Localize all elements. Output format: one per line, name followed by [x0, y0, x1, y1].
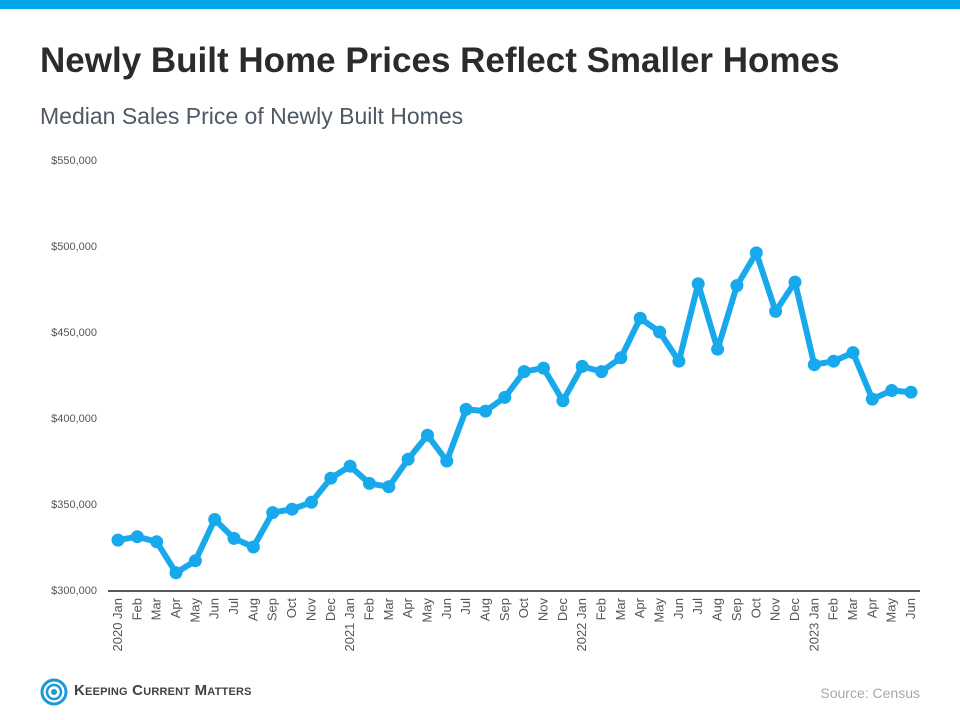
brand-logo: Keeping Current Matters: [40, 678, 300, 706]
x-tick-label: May: [419, 598, 434, 623]
x-tick-label: May: [187, 598, 202, 623]
y-tick-label: $300,000: [51, 585, 97, 597]
source-note: Source: Census: [820, 685, 920, 701]
data-point: [885, 384, 899, 397]
data-point: [324, 471, 338, 485]
x-tick-label: Jul: [226, 598, 241, 615]
data-point: [769, 304, 783, 318]
data-point: [614, 351, 628, 365]
data-point: [459, 402, 473, 416]
data-point: [672, 354, 686, 368]
data-point: [730, 279, 744, 293]
data-point: [111, 533, 125, 547]
x-tick-label: Dec: [787, 598, 802, 622]
data-point: [130, 530, 144, 544]
data-point: [749, 246, 763, 260]
x-tick-label: Feb: [594, 598, 609, 620]
x-tick-label: Mar: [613, 597, 628, 620]
data-point: [188, 554, 202, 568]
x-tick-label: Mar: [149, 597, 164, 620]
data-point: [653, 325, 667, 339]
data-point: [304, 495, 318, 509]
x-tick-label: Oct: [516, 598, 531, 619]
data-point: [904, 385, 918, 399]
data-point: [479, 404, 492, 418]
data-point: [846, 346, 860, 360]
data-point: [575, 359, 589, 373]
top-accent-bar: [0, 0, 960, 9]
x-tick-label: Mar: [845, 597, 860, 620]
page-title: Newly Built Home Prices Reflect Smaller …: [40, 41, 840, 80]
y-tick-label: $400,000: [51, 413, 97, 425]
data-point: [169, 566, 183, 580]
x-tick-label: Nov: [768, 598, 783, 622]
data-point: [595, 365, 608, 379]
data-point: [266, 506, 280, 520]
data-point: [440, 454, 454, 468]
x-tick-label: Sep: [729, 598, 744, 621]
x-tick-label: 2023 Jan: [806, 598, 821, 652]
x-tick-label: May: [652, 598, 667, 623]
x-tick-label: Aug: [245, 598, 260, 621]
x-tick-label: Apr: [168, 597, 183, 618]
data-point: [401, 452, 415, 466]
logo-text: Keeping Current Matters: [74, 682, 252, 699]
x-tick-label: Dec: [555, 598, 570, 622]
x-tick-label: May: [884, 598, 899, 623]
data-point: [227, 531, 241, 545]
x-tick-label: Dec: [323, 598, 338, 622]
x-tick-label: Jun: [207, 598, 222, 619]
y-tick-label: $550,000: [51, 155, 97, 167]
x-tick-label: Apr: [864, 597, 879, 618]
data-point: [556, 394, 570, 408]
x-tick-label: Jun: [671, 598, 686, 619]
x-tick-label: Feb: [361, 598, 376, 620]
data-point: [788, 275, 802, 289]
y-tick-label: $450,000: [51, 327, 97, 339]
x-tick-label: Jun: [439, 598, 454, 619]
chart-subtitle: Median Sales Price of Newly Built Homes: [40, 103, 464, 129]
data-point: [498, 390, 512, 404]
data-point: [865, 392, 879, 406]
x-tick-label: Aug: [477, 598, 492, 621]
logo-icon: [40, 678, 68, 706]
data-point: [208, 513, 222, 526]
x-tick-label: Feb: [826, 598, 841, 620]
x-tick-label: 2021 Jan: [342, 598, 357, 652]
data-point: [343, 459, 357, 473]
data-point: [150, 535, 164, 549]
x-tick-label: Nov: [536, 598, 551, 622]
x-tick-label: Sep: [497, 598, 512, 621]
data-point: [711, 342, 725, 356]
y-tick-label: $350,000: [51, 499, 97, 511]
x-tick-label: 2020 Jan: [110, 598, 125, 652]
data-point: [807, 358, 821, 372]
x-tick-label: Jul: [458, 598, 473, 615]
x-tick-label: Oct: [748, 598, 763, 619]
x-tick-label: Nov: [303, 598, 318, 622]
x-tick-label: Apr: [400, 597, 415, 618]
x-tick-label: Jul: [690, 598, 705, 615]
data-point: [285, 502, 299, 516]
x-tick-label: 2022 Jan: [574, 598, 589, 652]
data-point: [382, 480, 396, 494]
series-line: [115, 249, 914, 576]
x-tick-label: Sep: [265, 598, 280, 621]
data-point: [421, 428, 434, 442]
data-point: [827, 354, 841, 368]
data-point: [246, 540, 260, 554]
data-point: [517, 365, 531, 379]
data-point: [362, 476, 376, 490]
data-point: [691, 277, 705, 291]
x-tick-label: Jun: [903, 598, 918, 619]
x-tick-label: Apr: [632, 597, 647, 618]
x-tick-label: Feb: [129, 598, 144, 620]
x-tick-label: Oct: [284, 598, 299, 619]
data-point: [537, 361, 550, 375]
x-tick-label: Aug: [710, 598, 725, 621]
y-tick-label: $500,000: [51, 241, 97, 253]
data-point: [633, 311, 647, 325]
x-tick-label: Mar: [381, 597, 396, 620]
